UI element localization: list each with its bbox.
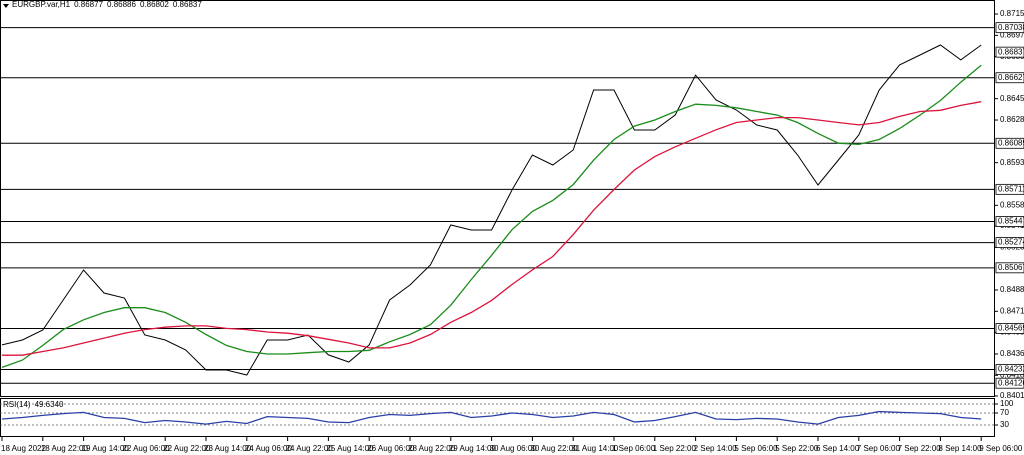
- low: 0.86802: [140, 0, 169, 9]
- open: 0.86877: [74, 0, 103, 9]
- level-box: [995, 323, 1024, 334]
- x-tick-label: 31 Aug 14:00: [571, 444, 619, 453]
- x-tick-label: 7 Sep 22:00: [898, 444, 942, 453]
- x-tick-label: 25 Aug 14:00: [326, 444, 374, 453]
- rsi-value: 49.6340: [35, 400, 64, 409]
- close: 0.86837: [173, 0, 202, 9]
- y-tick-label: 0.84885: [1000, 285, 1024, 294]
- x-tick-label: 19 Aug 14:00: [82, 444, 130, 453]
- symbol: EURGBP.var,H1: [12, 0, 71, 9]
- series-line: [1, 410, 982, 425]
- x-tick-label: 9 Sep 06:00: [979, 444, 1023, 453]
- y-tick-label: 30: [1000, 420, 1009, 429]
- level-box: [995, 22, 1024, 34]
- rsi-title: RSI(14): [3, 400, 31, 409]
- level-label: 0.84569: [998, 324, 1024, 333]
- x-tick-label: 30 Aug 06:00: [490, 444, 538, 453]
- x-tick-label: 24 Aug 06:00: [245, 444, 293, 453]
- main-panel: [0, 0, 995, 397]
- level-box: [995, 377, 1024, 389]
- x-tick-label: 28 Aug 22:00: [408, 444, 456, 453]
- level-box: [995, 72, 1024, 84]
- x-tick-label: 18 Aug 22:00: [41, 444, 89, 453]
- level-box: [995, 137, 1024, 149]
- x-tick-label: 22 Aug 06:00: [122, 444, 170, 453]
- x-tick-label: 7 Sep 06:00: [857, 444, 901, 453]
- level-label: 0.86089: [998, 138, 1024, 147]
- menu-arrow[interactable]: [3, 4, 9, 8]
- chart-header: EURGBP.var,H1 0.86877 0.86886 0.86802 0.8683…: [12, 0, 202, 9]
- rsi-header: RSI(14) 49.6340: [3, 400, 64, 409]
- x-tick-label: 2 Sep 14:00: [694, 444, 738, 453]
- x-tick-label: 8 Sep 14:00: [938, 444, 982, 453]
- price-label: 0.86837: [998, 47, 1024, 56]
- high: 0.86886: [107, 0, 136, 9]
- level-label: 0.84232: [998, 365, 1024, 374]
- level-box: [995, 216, 1024, 227]
- x-tick-label: 5 Sep 06:00: [734, 444, 778, 453]
- x-tick-label: 24 Aug 22:00: [286, 444, 334, 453]
- y-tick-label: 70: [1000, 408, 1009, 417]
- price-box: [995, 46, 1024, 58]
- series-line: [2, 101, 982, 356]
- rsi-panel: [0, 398, 995, 437]
- level-label: 0.85274: [998, 238, 1024, 247]
- x-tick-label: 23 Aug 14:00: [204, 444, 252, 453]
- series-line: [1, 64, 982, 369]
- level-box: [995, 364, 1024, 375]
- x-tick-label: 6 Sep 14:00: [816, 444, 860, 453]
- level-box: [995, 237, 1024, 248]
- x-tick-label: 1 Sep 06:00: [612, 444, 656, 453]
- level-label: 0.87038: [998, 23, 1024, 32]
- level-label: 0.86627: [998, 73, 1024, 82]
- y-tick-label: 0.86455: [1000, 94, 1024, 103]
- y-tick-label: 0.86975: [1000, 30, 1024, 39]
- x-tick-label: 1 Sep 22:00: [653, 444, 697, 453]
- x-tick-label: 26 Aug 06:00: [367, 444, 415, 453]
- level-box: [995, 183, 1024, 195]
- y-tick-label: 100: [1000, 399, 1014, 408]
- level-box: [995, 262, 1024, 274]
- level-label: 0.85447: [998, 217, 1024, 226]
- x-tick-label: 22 Aug 22:00: [163, 444, 211, 453]
- x-tick-label: 29 Aug 14:00: [449, 444, 497, 453]
- y-tick-label: 0.84015: [1000, 391, 1024, 400]
- series-line: [1, 44, 982, 376]
- level-label: 0.85067: [998, 263, 1024, 272]
- level-label: 0.85711: [998, 184, 1024, 193]
- x-tick-label: 18 Aug 2022: [1, 444, 46, 453]
- x-tick-label: 30 Aug 22:00: [530, 444, 578, 453]
- x-tick-label: 5 Sep 22:00: [775, 444, 819, 453]
